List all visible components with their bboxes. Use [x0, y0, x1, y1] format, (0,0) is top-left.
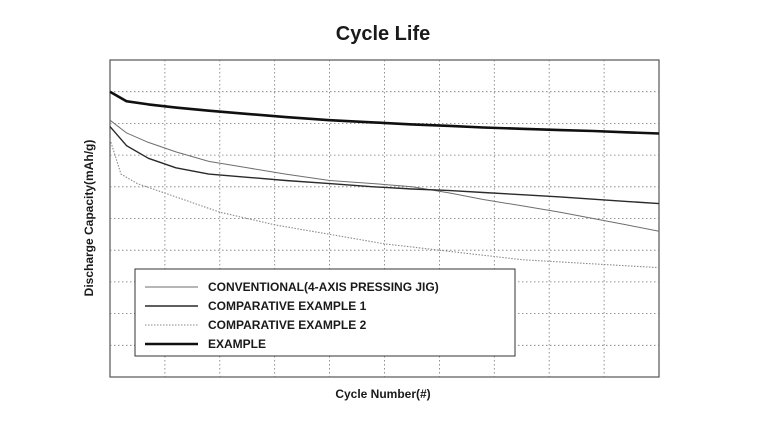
legend-box: [134, 268, 516, 357]
series-line-2: [109, 126, 660, 205]
x-axis-label: Cycle Number(#): [335, 387, 430, 401]
series-layer: [109, 90, 660, 269]
y-axis-label: Discharge Capacity(mAh/g): [82, 140, 96, 297]
series-line-1: [109, 119, 660, 232]
legend-label-1: CONVENTIONAL(4-AXIS PRESSING JIG): [208, 280, 439, 294]
legend-label-3: COMPARATIVE EXAMPLE 2: [208, 318, 367, 332]
series-line-3: [109, 139, 660, 269]
series-line-4: [109, 90, 660, 135]
chart-title: Cycle Life: [336, 23, 430, 45]
legend-label-4: EXAMPLE: [208, 337, 266, 351]
legend: CONVENTIONAL(4-AXIS PRESSING JIG) COMPARA…: [134, 268, 516, 357]
legend-label-2: COMPARATIVE EXAMPLE 1: [208, 299, 367, 313]
